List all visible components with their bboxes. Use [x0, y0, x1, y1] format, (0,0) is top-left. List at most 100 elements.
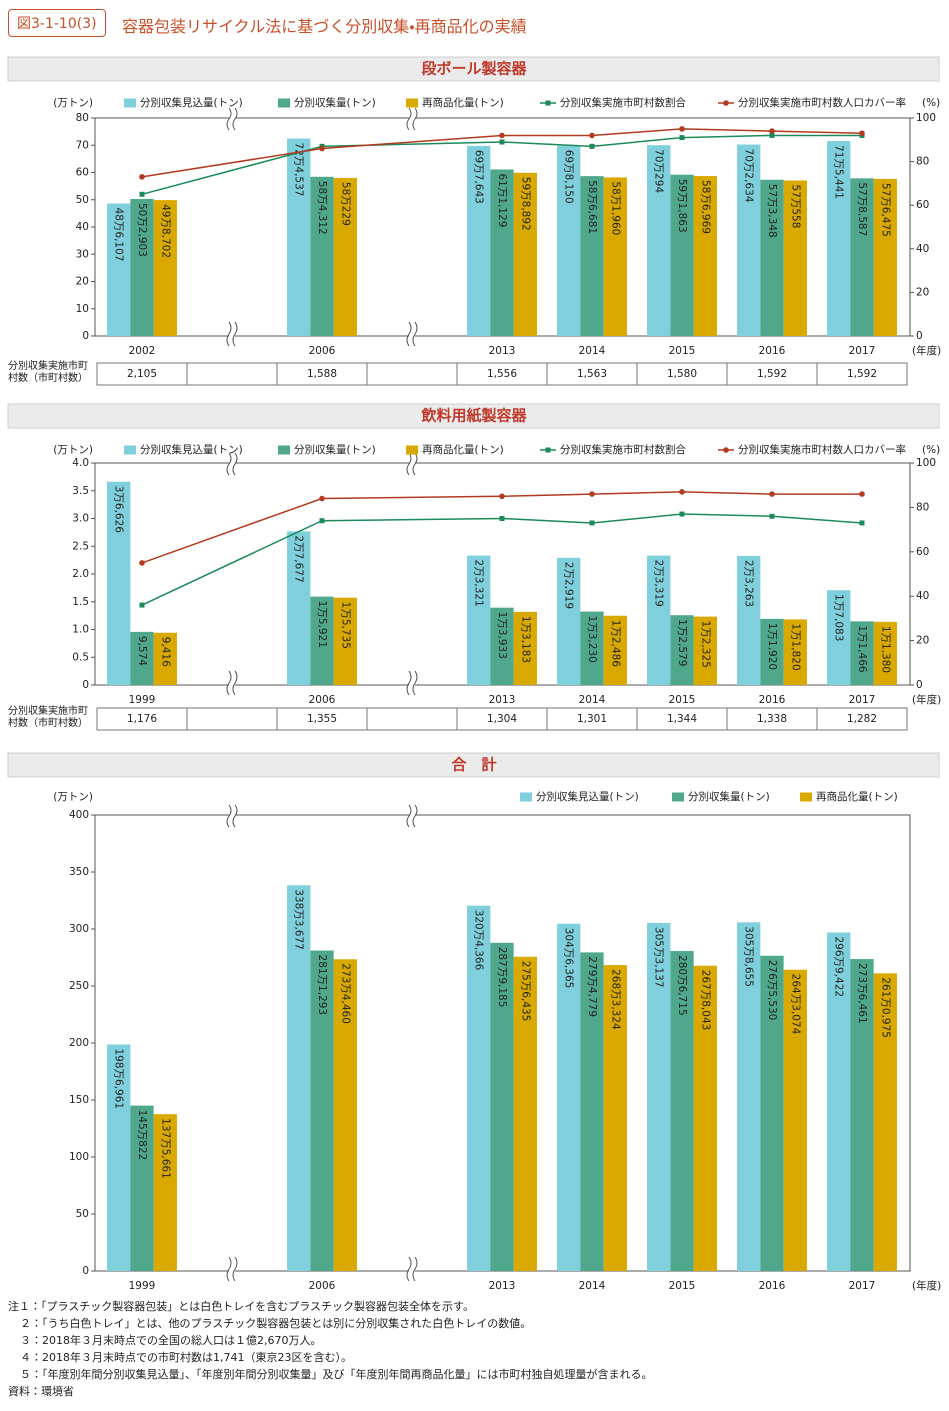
- table-value: 1,580: [667, 368, 697, 380]
- bar-value-label: 1万1,466: [856, 625, 868, 673]
- axis-break: [412, 107, 418, 131]
- y2-tick-label: 80: [916, 156, 929, 168]
- line-marker: [319, 518, 325, 524]
- bar-value-label: 273万4,460: [339, 963, 351, 1024]
- bar-value-label: 1万7,083: [833, 594, 845, 641]
- bar-value-label: 264万3,074: [789, 974, 801, 1035]
- legend-label: 分別収集実施市町村数人口カバー率: [738, 443, 906, 456]
- x-tick-label: 2017: [849, 694, 876, 706]
- bar-value-label: 57万8,587: [856, 182, 868, 236]
- x-tick-label: 2016: [759, 694, 786, 706]
- bar: [580, 952, 604, 1271]
- bar-value-label: 58万1,960: [609, 181, 621, 235]
- axis-break-gap: [229, 1257, 235, 1281]
- x-tick-label: 2017: [849, 1280, 876, 1292]
- bar-value-label: 1万3,183: [519, 616, 531, 663]
- legend-label: 分別収集見込量(トン): [536, 790, 639, 803]
- legend-swatch: [800, 792, 812, 802]
- source: 資料：環境省: [8, 1385, 74, 1398]
- axis-break: [232, 107, 238, 131]
- axis-break: [406, 804, 412, 828]
- bar-value-label: 2万7,677: [293, 535, 305, 582]
- axis-break: [232, 804, 238, 828]
- y-tick-label: 400: [69, 809, 89, 821]
- legend-swatch: [406, 98, 418, 108]
- bar: [850, 178, 874, 336]
- bar: [107, 1044, 131, 1271]
- section-title: 段ボール製容器: [421, 60, 527, 78]
- axis-break: [412, 321, 418, 347]
- bar: [850, 959, 874, 1271]
- bar-value-label: 58万6,681: [586, 180, 598, 234]
- y-axis-label: (万トン): [53, 97, 93, 109]
- x-tick-label: 2015: [669, 345, 696, 357]
- bar-value-label: 268万3,324: [609, 969, 621, 1030]
- table-value: 1,592: [757, 368, 787, 380]
- x-tick-label: 2015: [669, 1280, 696, 1292]
- note: ４：2018年３月末時点での市町村数は1,741（東京23区を含む）。: [20, 1351, 352, 1364]
- y-tick-label: 20: [76, 276, 89, 288]
- y2-tick-label: 100: [916, 457, 936, 469]
- line-marker: [769, 513, 775, 519]
- figure-title: 容器包装リサイクル法に基づく分別収集・再商品化の実績: [122, 17, 527, 36]
- x-tick-label: 2015: [669, 694, 696, 706]
- line-marker: [589, 520, 595, 526]
- bar: [760, 618, 784, 685]
- bar: [467, 555, 491, 685]
- bar: [310, 950, 334, 1271]
- x-tick-label: 2014: [579, 1280, 606, 1292]
- table-cell: [816, 362, 908, 386]
- legend-label: 分別収集実施市町村数割合: [560, 96, 686, 109]
- y-tick-label: 0: [82, 330, 89, 342]
- bar-value-label: 72万4,537: [293, 143, 305, 197]
- axis-break: [226, 321, 232, 347]
- axis-break: [226, 804, 232, 828]
- bar-value-label: 261万0,975: [879, 977, 891, 1038]
- bar-value-label: 276万5,530: [766, 960, 778, 1021]
- y-tick-label: 30: [76, 248, 89, 260]
- bar-value-label: 58万229: [339, 182, 351, 226]
- axis-break: [406, 107, 412, 131]
- bar-value-label: 58万4,312: [316, 181, 328, 235]
- y-axis-label: (万トン): [53, 444, 93, 456]
- bar-value-label: 267万8,043: [699, 970, 711, 1031]
- line-marker: [139, 560, 145, 566]
- bar-value-label: 320万4,366: [473, 910, 485, 971]
- bar-value-label: 338万3,677: [293, 889, 305, 950]
- table-value: 1,556: [487, 368, 517, 380]
- bar: [153, 632, 177, 685]
- y-tick-label: 3.5: [72, 485, 89, 497]
- bar: [873, 973, 897, 1271]
- bar-value-label: 70万294: [653, 149, 665, 193]
- y2-tick-label: 40: [916, 243, 929, 255]
- bar-value-label: 2万3,321: [473, 560, 485, 607]
- bar: [580, 611, 604, 685]
- bar: [513, 956, 537, 1271]
- bar-value-label: 137万5,661: [159, 1118, 171, 1179]
- y-tick-label: 1.0: [72, 624, 89, 636]
- y-tick-label: 350: [69, 866, 89, 878]
- line-marker: [589, 143, 595, 149]
- bar-value-label: 1万3,933: [496, 612, 508, 659]
- bar-value-label: 3万6,626: [113, 486, 125, 534]
- line-series: [141, 491, 862, 564]
- bar: [153, 200, 177, 336]
- bar-value-label: 1万2,486: [609, 620, 621, 668]
- y-tick-label: 0.5: [72, 651, 89, 663]
- note: 注１：「プラスチック製容器包装」とは白色トレイを含むプラスチック製容器包装全体を…: [8, 1300, 474, 1313]
- table-cell: [186, 362, 278, 386]
- bar-value-label: 59万8,892: [519, 177, 531, 231]
- bar: [670, 615, 694, 685]
- bar-value-label: 9,416: [159, 637, 171, 667]
- table-value: 1,282: [847, 713, 877, 725]
- bar: [670, 951, 694, 1271]
- bar: [513, 172, 537, 336]
- bar-value-label: 9,574: [136, 636, 148, 666]
- y-tick-label: 3.0: [72, 513, 89, 525]
- legend-swatch: [406, 445, 418, 455]
- bar-value-label: 69万8,150: [563, 150, 575, 204]
- legend-marker: [545, 100, 551, 106]
- line-marker: [679, 135, 685, 141]
- legend-label: 分別収集量(トン): [688, 790, 770, 803]
- axis-break-gap: [409, 108, 415, 130]
